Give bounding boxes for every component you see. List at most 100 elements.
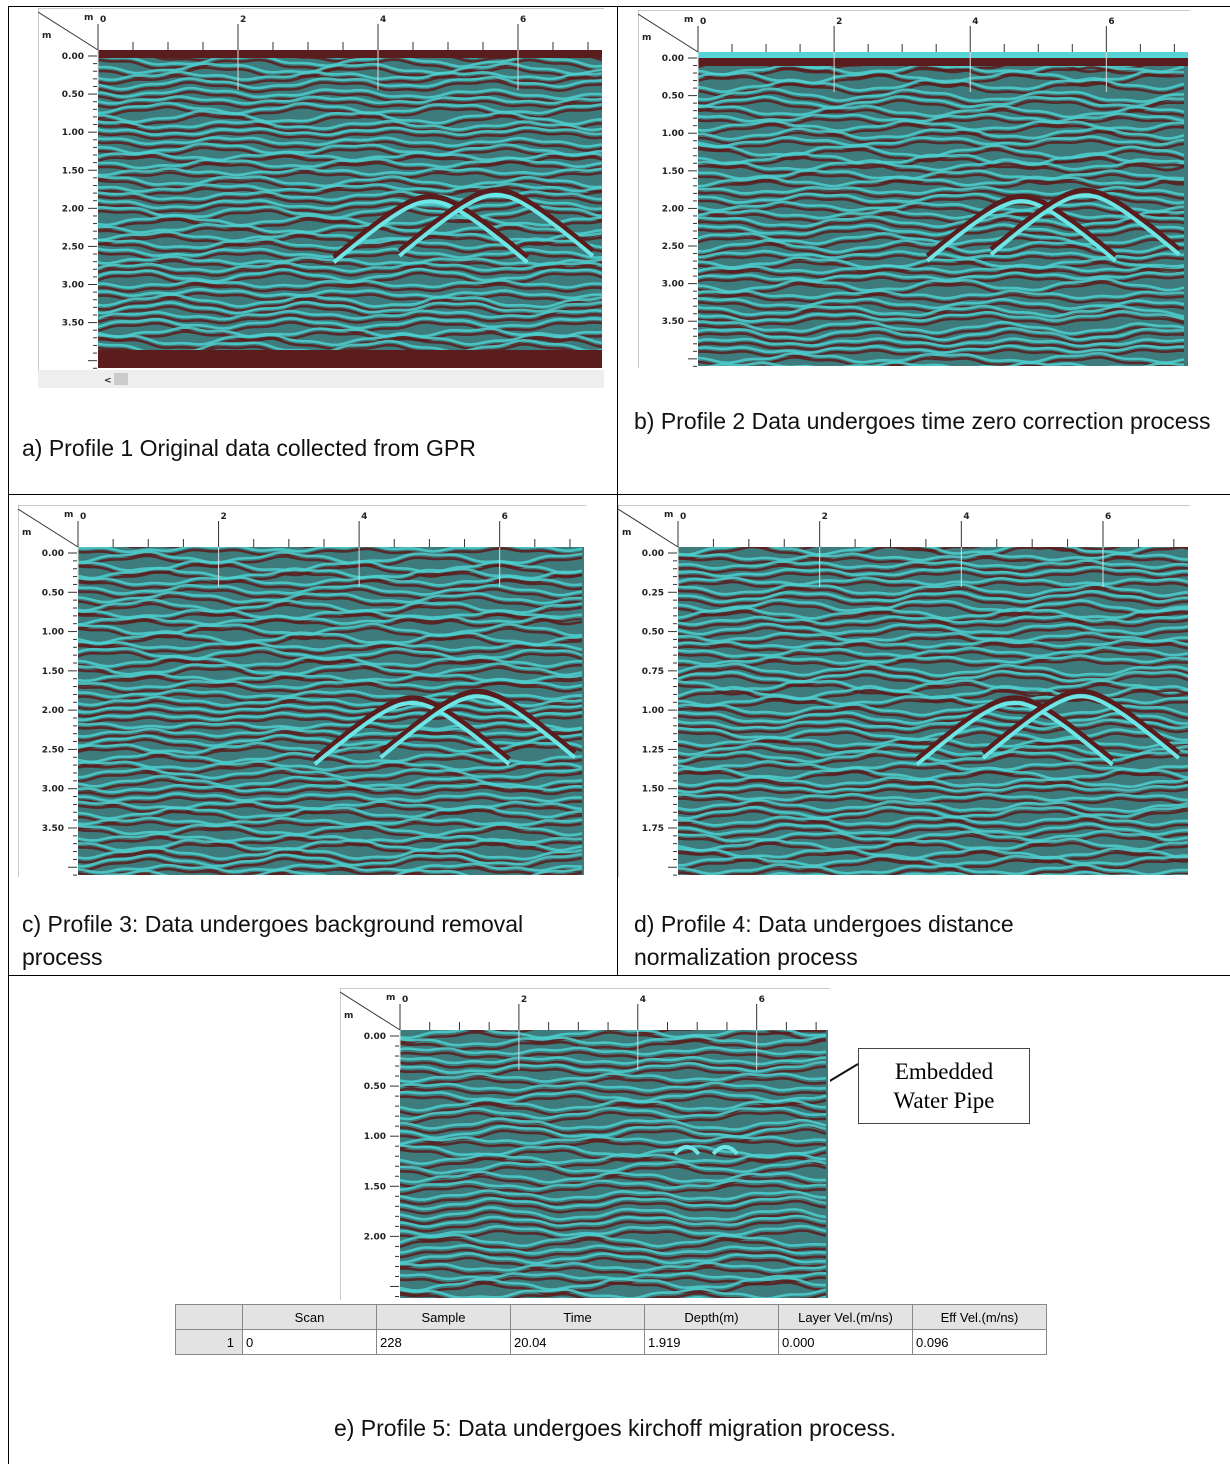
reflector-dark — [78, 820, 583, 831]
reflector-cyan — [678, 718, 1188, 731]
x-tick-label: 4 — [963, 512, 969, 522]
y-tick-label: 1.50 — [42, 667, 64, 677]
header-cell: Eff Vel.(m/ns) — [912, 1304, 1047, 1330]
cell: 20.04 — [510, 1329, 645, 1355]
reflector-dark — [400, 1030, 827, 1044]
reflector-cyan — [678, 863, 1188, 875]
reflector-dark — [698, 341, 1185, 352]
reflector-cyan — [400, 1123, 827, 1140]
y-tick-label: 2.00 — [662, 204, 684, 214]
y-tick-label: 2.50 — [42, 745, 64, 755]
reflector-cyan — [78, 662, 583, 677]
reflector-cyan — [678, 598, 1188, 614]
reflector-cyan — [400, 1224, 827, 1238]
reflector-dark — [698, 80, 1185, 98]
reflector-cyan — [678, 703, 1188, 717]
band — [698, 58, 1188, 66]
reflector-dark — [400, 1229, 827, 1242]
reflector-cyan — [78, 767, 583, 780]
reflector-cyan — [98, 293, 602, 309]
hyperbola — [332, 193, 530, 260]
x-tick-label: 2 — [240, 15, 246, 25]
y-tick-label: 0.50 — [642, 628, 664, 638]
x-tick-label: 6 — [1105, 512, 1111, 522]
header-cell: Depth(m) — [644, 1304, 779, 1330]
reflector-dark — [98, 140, 602, 152]
reflector-dark — [698, 155, 1185, 172]
x-unit: m — [64, 510, 73, 520]
x-tick-label: 4 — [640, 995, 646, 1005]
y-tick-label: 1.00 — [62, 128, 84, 138]
y-unit: m — [22, 528, 31, 538]
reflector-cyan — [400, 1134, 827, 1146]
reflector-dark — [78, 850, 583, 865]
border — [8, 494, 1230, 495]
reflector-dark — [678, 763, 1188, 777]
reflector-dark — [78, 634, 583, 650]
reflector-dark — [678, 658, 1188, 670]
reflector-cyan — [698, 297, 1185, 311]
reflector-cyan — [678, 814, 1188, 827]
reflector-dark — [400, 1183, 827, 1196]
table-row: Scan Sample Time Depth(m) Layer Vel.(m/ns) Ef… — [175, 1304, 1047, 1330]
reflector-dark — [98, 282, 602, 293]
x-unit: m — [84, 13, 93, 23]
reflector-cyan — [400, 1072, 827, 1084]
reflector-dark — [78, 856, 583, 872]
reflector-cyan — [400, 1055, 827, 1066]
x-tick-label: 0 — [80, 512, 86, 522]
radargram: mm0 2 4 60.000.501.001.502.002.503.003.50 — [638, 10, 1190, 368]
reflector-cyan — [678, 822, 1188, 836]
reflector-dark — [698, 330, 1185, 346]
radargram: mm0 2 4 60.000.250.500.751.001.251.501.75 — [618, 505, 1190, 877]
reflector-cyan — [698, 214, 1185, 229]
reflector-cyan — [678, 792, 1188, 802]
band — [98, 50, 602, 58]
reflector-dark — [698, 267, 1185, 279]
reflector-dark — [400, 1050, 827, 1061]
reflector-dark — [400, 1219, 827, 1233]
reflector-dark — [698, 308, 1185, 322]
y-tick-label: 1.50 — [662, 167, 684, 177]
reflector-dark — [98, 178, 602, 193]
radargram: mm0 2 4 60.000.501.001.502.00 — [340, 988, 830, 1300]
y-tick-label: 2.50 — [62, 242, 84, 252]
reflector-cyan — [698, 249, 1185, 260]
reflector-cyan — [78, 695, 583, 708]
reflector-dark — [698, 355, 1185, 366]
reflector-dark — [698, 281, 1185, 298]
reflector-cyan — [78, 727, 583, 738]
hyperbola — [981, 694, 1181, 760]
reflector-cyan — [698, 326, 1185, 342]
reflector-cyan — [400, 1090, 827, 1103]
reflector-dark — [98, 259, 602, 271]
border — [617, 6, 618, 975]
reflector-cyan — [78, 862, 583, 874]
y-unit: m — [622, 528, 631, 538]
reflector-dark — [98, 171, 602, 181]
reflector-cyan — [698, 185, 1185, 196]
y-tick-label: 1.25 — [642, 745, 664, 755]
reflector-dark — [78, 796, 583, 807]
reflector-dark — [78, 866, 583, 875]
reflector-cyan — [400, 1170, 827, 1184]
y-tick-label: 0.50 — [662, 92, 684, 102]
x-tick-label: 6 — [759, 995, 765, 1005]
hyperbola — [313, 695, 511, 762]
reflector-cyan — [698, 263, 1185, 275]
reflector-dark — [698, 179, 1185, 192]
reflector-cyan — [698, 289, 1185, 300]
reflector-cyan — [698, 320, 1185, 335]
reflector-cyan — [98, 95, 602, 105]
reflector-dark — [98, 186, 602, 197]
data-area — [678, 547, 1188, 875]
reflector-dark — [698, 227, 1185, 241]
reflector-dark — [78, 731, 583, 742]
y-tick-label: 0.00 — [42, 549, 64, 559]
reflector-dark — [98, 146, 602, 161]
x-tick-label: 2 — [822, 512, 828, 522]
reflector-dark — [98, 304, 602, 319]
y-tick-label: 0.50 — [62, 90, 84, 100]
reflector-cyan — [698, 208, 1185, 220]
reflector-cyan — [400, 1106, 827, 1121]
